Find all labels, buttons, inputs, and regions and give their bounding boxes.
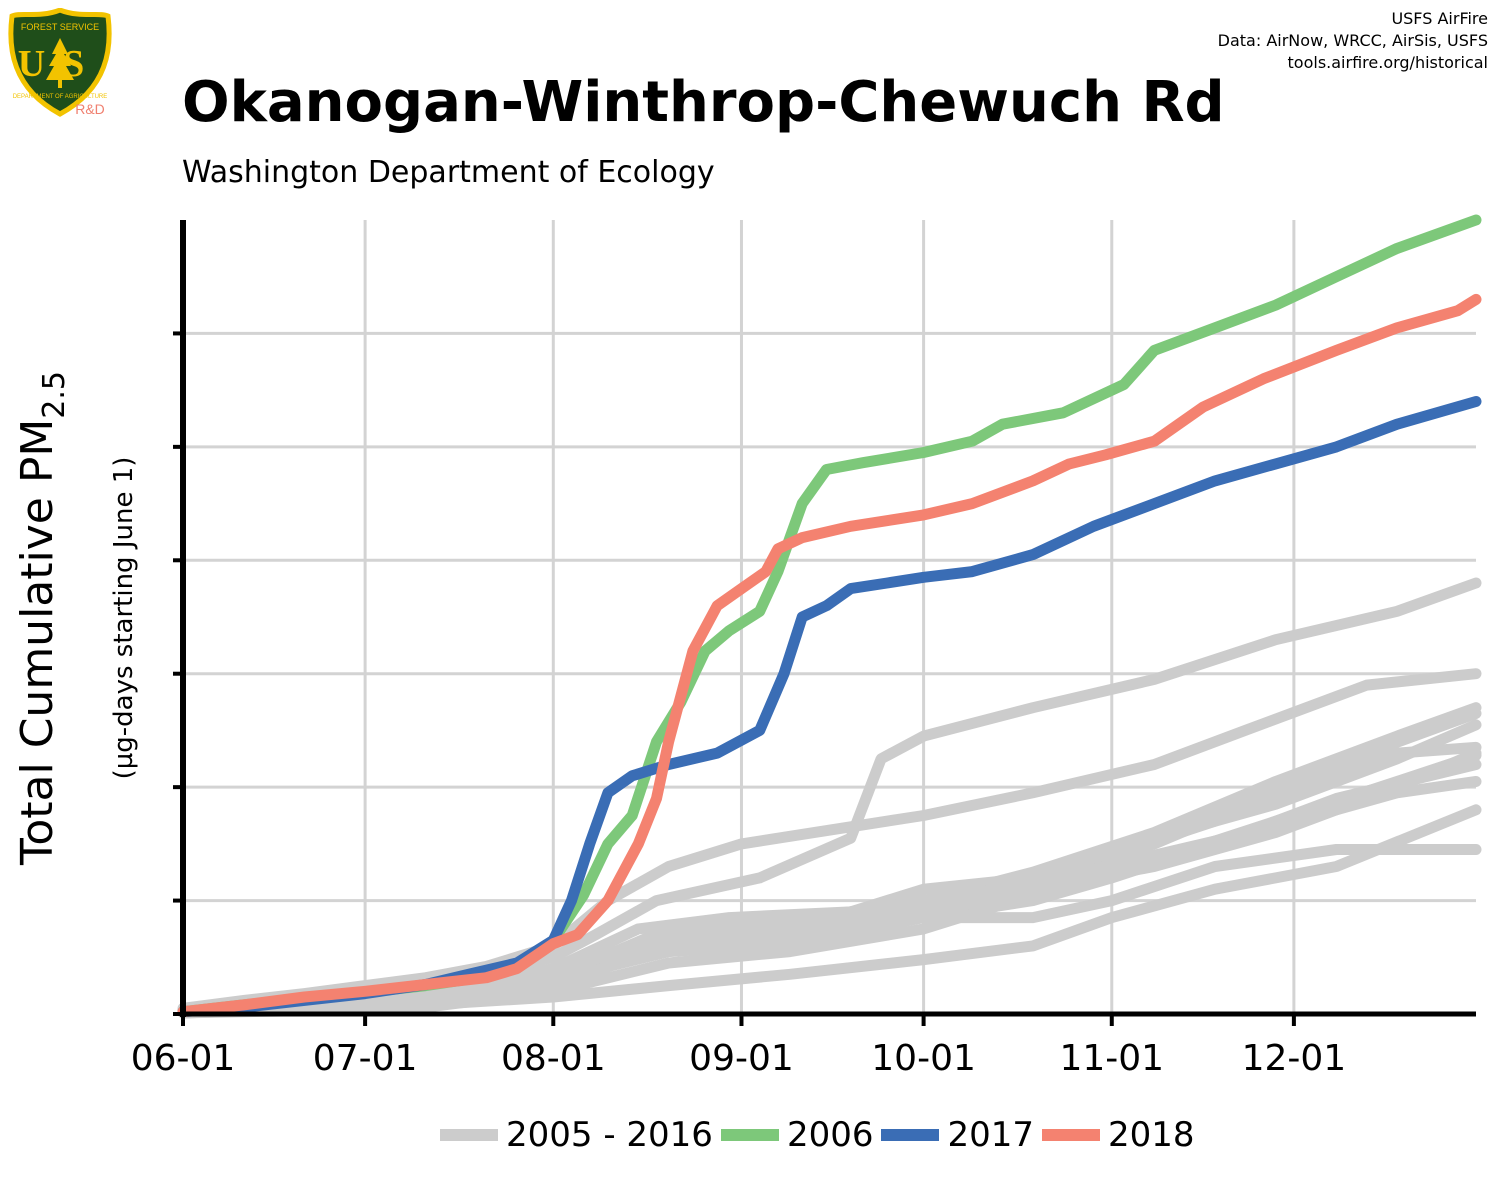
credit-line-url: tools.airfire.org/historical: [1287, 53, 1488, 72]
x-tick-labels: 06-01 07-01 08-01 09-01 10-01 11-01 12-01: [131, 1038, 1346, 1079]
x-tick-label-2: 08-01: [501, 1038, 606, 1079]
y-axis-label-main: Total Cumulative PM: [12, 419, 63, 866]
legend-label-2017: 2017: [947, 1115, 1035, 1155]
credits: USFS AirFire Data: AirNow, WRCC, AirSis,…: [1218, 8, 1488, 74]
x-tick-label-0: 06-01: [131, 1038, 236, 1079]
grid-lines: [181, 220, 1476, 1014]
logo-agency-text: FOREST SERVICE: [21, 22, 99, 32]
x-tick-label-5: 11-01: [1059, 1038, 1164, 1079]
x-tick-label-6: 12-01: [1242, 1038, 1347, 1079]
legend-swatch-2018: [1042, 1129, 1101, 1141]
x-tick-label-4: 10-01: [871, 1038, 976, 1079]
chart-title: Okanogan-Winthrop-Chewuch Rd: [182, 70, 1225, 135]
legend-label-historical: 2005 - 2016: [506, 1115, 713, 1155]
legend: 2005 - 2016 2006 2017 2018: [440, 1112, 1203, 1158]
series-line-2006: [177, 214, 1482, 1018]
logo-department-text: DEPARTMENT OF AGRICULTURE: [13, 94, 108, 100]
legend-swatch-historical: [440, 1129, 498, 1141]
historical-series-line-11: [177, 719, 1482, 1018]
legend-item-historical: 2005 - 2016: [440, 1115, 713, 1155]
usfs-shield-logo: FOREST SERVICE US DEPARTMENT OF AGRICULT…: [8, 8, 112, 117]
legend-swatch-2017: [881, 1129, 940, 1141]
historical-series-group: [177, 577, 1482, 1019]
legend-label-2006: 2006: [786, 1115, 874, 1155]
legend-item-2017: 2017: [881, 1115, 1034, 1155]
axes: [173, 220, 1476, 1026]
legend-swatch-2006: [720, 1129, 779, 1141]
credit-line-data-sources: Data: AirNow, WRCC, AirSis, USFS: [1217, 31, 1488, 50]
highlight-series-group: [177, 214, 1482, 1018]
y-axis-label: Total Cumulative PM2.5: [12, 371, 72, 866]
x-tick-label-1: 07-01: [313, 1038, 418, 1079]
legend-label-2018: 2018: [1108, 1115, 1195, 1155]
x-tick-label-3: 09-01: [689, 1038, 794, 1079]
series-line-2018: [177, 293, 1482, 1018]
logo-badge: R&D: [75, 101, 105, 117]
y-axis-units: (µg-days starting June 1): [109, 457, 139, 780]
legend-item-2006: 2006: [720, 1115, 874, 1155]
historical-series-line-0: [177, 668, 1482, 1014]
chart-subtitle: Washington Department of Ecology: [182, 155, 715, 190]
y-axis-label-subscript: 2.5: [37, 371, 72, 419]
credit-line-airfire: USFS AirFire: [1391, 9, 1488, 28]
legend-item-2018: 2018: [1042, 1115, 1195, 1155]
